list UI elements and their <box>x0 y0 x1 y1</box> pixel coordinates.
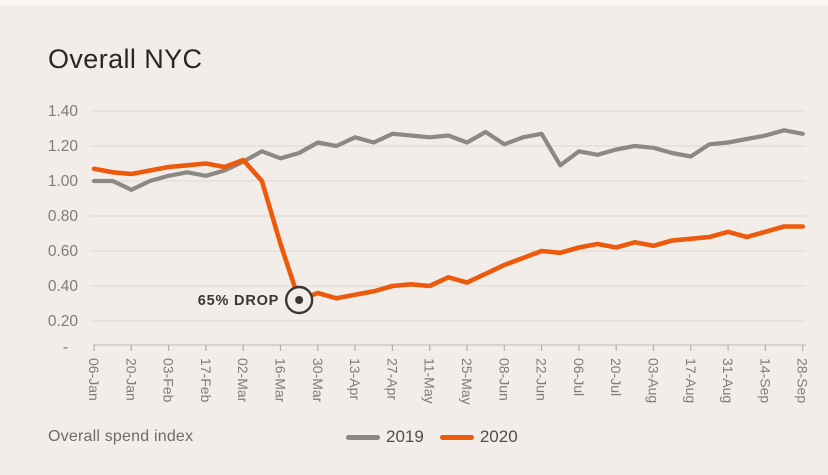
y-axis-tick-label: 1.00 <box>48 173 79 190</box>
footer-axis-caption: Overall spend index <box>48 428 194 445</box>
chart-title: Overall NYC <box>48 44 203 75</box>
x-axis-tick-label: 13-Apr <box>347 358 363 400</box>
drop-annotation: 65% DROP <box>198 285 314 315</box>
x-axis-tick-label: 11-May <box>422 358 438 404</box>
series-line-2020 <box>91 157 806 303</box>
x-axis-tick-label: 25-May <box>459 358 475 405</box>
series-line-2019 <box>91 128 805 192</box>
y-axis-tick-label: 1.20 <box>48 138 79 155</box>
x-axis-tick-label: 17-Aug <box>683 358 699 403</box>
x-axis-tick-label: 03-Aug <box>646 358 662 403</box>
x-axis: 06-Jan 20-Jan 03-Feb 17-Feb 02-Mar 16-Mar 30-M… <box>86 344 811 405</box>
chart-legend: 2019 2020 <box>346 427 518 447</box>
x-axis-tick-label: 06-Jul <box>571 358 587 396</box>
legend-item-2019: 2019 <box>346 427 424 447</box>
x-axis-tick-label: 31-Aug <box>720 358 736 403</box>
y-axis-tick-label: 0.40 <box>48 278 79 295</box>
y-axis-tick-label: 0.20 <box>48 313 79 330</box>
annotation-text: 65% DROP <box>198 293 279 309</box>
x-axis-tick-label: 16-Mar <box>273 358 289 403</box>
x-axis-tick-label: 20-Jan <box>123 358 139 401</box>
x-axis-tick-label: 02-Mar <box>235 358 251 403</box>
legend-label-2019: 2019 <box>386 427 424 446</box>
x-axis-tick-label: 14-Sep <box>757 358 773 403</box>
x-axis-tick-label: 17-Feb <box>198 358 214 403</box>
x-axis-tick-label: 20-Jul <box>608 358 624 396</box>
annotation-dot <box>295 296 304 304</box>
legend-label-2020: 2020 <box>479 427 518 446</box>
x-axis-tick-label: 08-Jun <box>496 358 512 401</box>
y-axis-zero-label: - <box>63 339 68 356</box>
x-axis-tick-label: 28-Sep <box>795 358 811 403</box>
x-axis-tick-label: 22-Jun <box>534 358 550 401</box>
legend-item-2020: 2020 <box>439 427 518 447</box>
x-axis-tick-label: 06-Jan <box>86 358 102 401</box>
legend-swatch-2020-line <box>439 434 474 440</box>
x-axis-tick-label: 30-Mar <box>310 358 326 403</box>
legend-swatch-2019-line <box>346 434 380 440</box>
y-axis-tick-label: 1.40 <box>48 103 79 120</box>
gridlines: 0.20 0.40 0.60 0.80 1.00 1.20 1.40 - <box>48 103 806 356</box>
top-strip <box>0 0 828 5</box>
y-axis-tick-label: 0.60 <box>48 243 79 260</box>
x-axis-tick-label: 03-Feb <box>161 358 177 403</box>
y-axis-tick-label: 0.80 <box>48 208 79 225</box>
x-axis-tick-label: 27-Apr <box>384 358 400 400</box>
